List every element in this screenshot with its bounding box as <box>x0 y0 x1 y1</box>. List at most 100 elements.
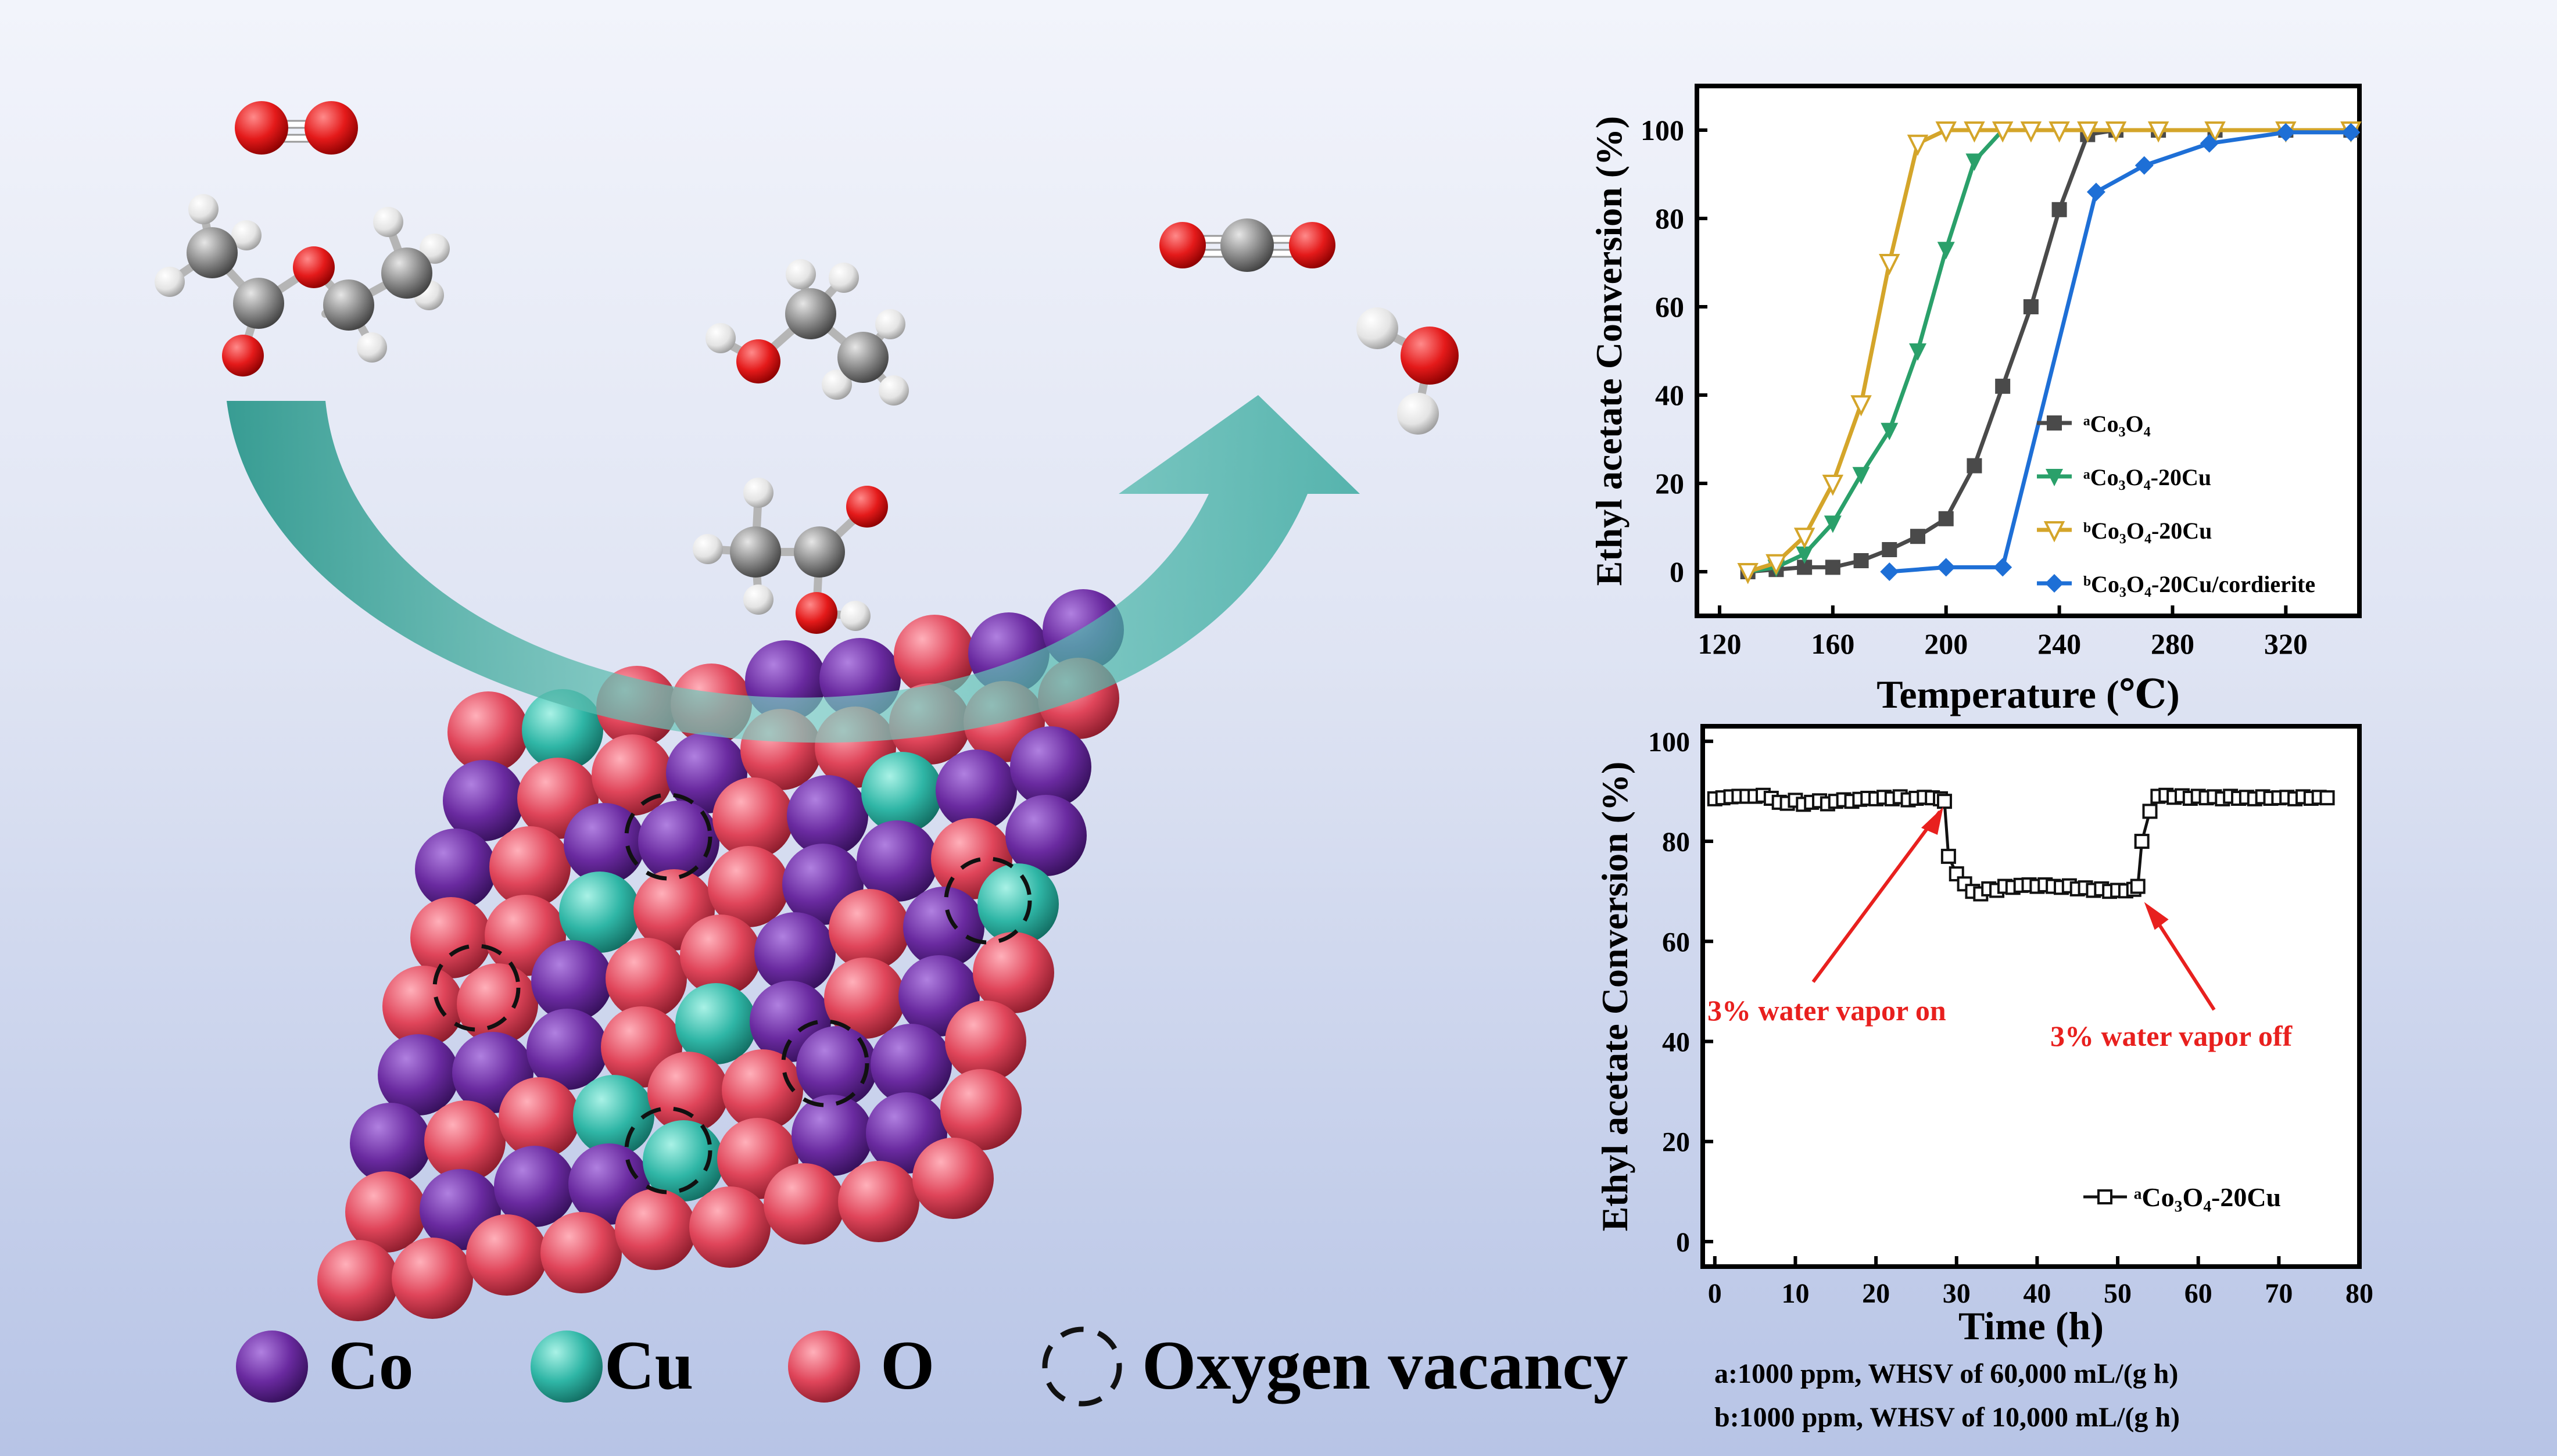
chart1-y-axis-label: Ethyl acetate Conversion (%) <box>1588 116 1630 586</box>
molecules <box>155 101 1459 634</box>
water-molecule <box>1356 307 1459 435</box>
chart2-annotation-arrow <box>1811 811 1942 983</box>
chart1-data-point <box>1852 467 1870 485</box>
chart1-data-point <box>2051 202 2067 217</box>
lattice-atom <box>457 963 538 1045</box>
lattice-atom <box>559 872 640 953</box>
lattice-atom <box>903 887 984 968</box>
co-legend-ball <box>236 1331 308 1403</box>
lattice-atom <box>945 1000 1026 1082</box>
lattice-atom <box>754 912 836 994</box>
lattice-atom <box>499 1077 580 1159</box>
lattice-atom <box>912 1138 994 1219</box>
chart1-data-point <box>1796 546 1814 564</box>
oxygen-vacancy <box>944 856 1032 945</box>
chart2-y-tick-label: 40 <box>1662 1027 1690 1058</box>
lattice-atom <box>792 1095 873 1176</box>
lattice-atom <box>977 863 1059 945</box>
chart1-data-point <box>2276 123 2295 142</box>
chart2-y-tick-label: 60 <box>1662 927 1690 957</box>
lattice-atom <box>838 1161 919 1242</box>
footnote-b: b:1000 ppm, WHSV of 10,000 mL/(g h) <box>1714 1402 2180 1433</box>
chart2-y-tick-label: 20 <box>1662 1127 1690 1158</box>
chart1-data-point <box>1881 422 1899 440</box>
lattice-atom <box>540 1212 622 1293</box>
chart1-legend-label: ᵇCo₃O₄-20Cu <box>2083 518 2212 544</box>
lattice-atom <box>466 1214 547 1296</box>
element-legend: Co Cu O Oxygen vacancy <box>236 1326 1628 1407</box>
chart1-data-point <box>2049 121 2070 143</box>
lattice-atom <box>857 820 938 902</box>
chart1-data-point <box>2200 134 2219 153</box>
chart1-data-point <box>1737 563 1759 584</box>
vacancy-legend-icon <box>1042 1326 1122 1407</box>
chart1-y-tick-label: 100 <box>1641 114 1684 146</box>
footnote-a: a:1000 ppm, WHSV of 60,000 mL/(g h) <box>1714 1358 2178 1389</box>
chart1-plot-frame <box>1695 84 2362 618</box>
chart2-data-point <box>2134 834 2150 849</box>
chart1-data-point <box>1822 475 1844 496</box>
lattice-atom <box>722 1049 803 1131</box>
ethyl-acetate-atoms <box>155 194 450 376</box>
chart2-data-point <box>1940 848 1956 864</box>
chart1-data-point <box>2147 121 2169 143</box>
oxygen-vacancy <box>781 1019 869 1107</box>
cu-legend-ball <box>531 1331 603 1403</box>
co-legend-label: Co <box>328 1326 414 1404</box>
chart2-legend-label: ᵃCo₃O₄-20Cu <box>2134 1182 2281 1212</box>
chart1-data-point <box>1964 121 1985 143</box>
o-legend-label: O <box>880 1326 934 1404</box>
chart2-x-axis-label: Time (h) <box>1958 1304 2104 1348</box>
chart1-x-axis-label: Temperature (℃) <box>1876 672 2180 716</box>
temperature-conversion-chart: 120 160 200 240 280 320 0 20 40 60 80 100 ᵃCo₃O₄ ᵃCo… <box>1588 84 2362 716</box>
chart1-data-point <box>1995 378 2011 394</box>
lattice-atom <box>936 749 1017 831</box>
chart1-data-point <box>2105 121 2127 143</box>
lattice-atom <box>861 752 943 833</box>
chart1-y-tick-label: 0 <box>1670 555 1684 588</box>
lattice-atom <box>824 957 905 1039</box>
chart2-data-point <box>2142 804 2158 819</box>
lattice-atom <box>615 1189 696 1270</box>
chart2-legend-marker <box>2097 1189 2112 1204</box>
chart1-data-point <box>2135 156 2154 175</box>
vacancy-legend-label: Oxygen vacancy <box>1142 1326 1628 1404</box>
lattice-atom <box>675 983 757 1064</box>
lattice-atom <box>712 777 794 859</box>
chart1-data-point <box>1880 562 1899 581</box>
lattice-atom <box>764 1163 845 1245</box>
lattice-atom <box>410 897 492 978</box>
chart2-x-tick-label: 80 <box>2345 1278 2373 1309</box>
chart1-legend-label: ᵃCo₃O₄ <box>2083 411 2151 437</box>
chart1-data-point <box>2341 123 2361 142</box>
chart1-y-tick-label: 40 <box>1655 379 1684 411</box>
chart1-data-point <box>1793 528 1815 549</box>
cu-legend-label: Cu <box>604 1326 693 1404</box>
chart2-data-point <box>2319 790 2335 806</box>
chart1-data-point <box>1853 553 1869 568</box>
chart1-data-point <box>1909 343 1926 361</box>
chart1-data-point <box>2204 121 2226 143</box>
chart1-series-line <box>1889 130 2351 574</box>
lattice-atom <box>606 938 687 1019</box>
chart1-data-point <box>1965 153 1983 171</box>
chart1-legend-marker <box>2045 574 2064 593</box>
chart2-x-tick-label: 70 <box>2265 1278 2293 1309</box>
chart1-x-tick-label: 320 <box>2264 627 2308 660</box>
chart1-data-point <box>1967 458 1982 474</box>
chart1-x-tick-label: 200 <box>1924 627 1968 660</box>
lattice-atom <box>643 1120 724 1202</box>
lattice-atom <box>680 915 761 996</box>
chart1-data-point <box>1910 529 1925 544</box>
lattice-atom <box>871 1024 952 1105</box>
lattice-atom <box>415 829 496 910</box>
lattice-atom <box>443 760 524 841</box>
chart1-data-point <box>1938 511 1954 526</box>
lattice-atom <box>940 1069 1022 1150</box>
chart1-series-line <box>1747 128 2351 574</box>
lattice-atom <box>447 691 529 773</box>
lattice-atom <box>796 1026 878 1107</box>
chart2-x-tick-label: 20 <box>1862 1278 1890 1309</box>
chart1-legend-label: ᵃCo₃O₄-20Cu <box>2083 464 2211 490</box>
chart1-legend-marker <box>2046 469 2063 486</box>
